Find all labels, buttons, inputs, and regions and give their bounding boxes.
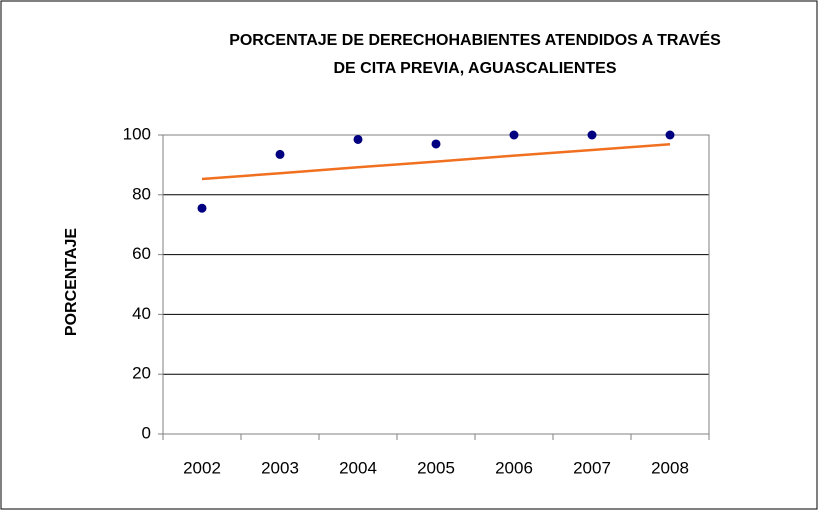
y-tick-label: 80	[132, 184, 151, 203]
y-tick-label: 100	[123, 124, 151, 143]
data-point	[275, 149, 285, 159]
y-tick-label: 0	[142, 423, 151, 442]
x-tick-label: 2005	[417, 458, 455, 477]
y-tick-label: 40	[132, 304, 151, 323]
data-point	[353, 134, 363, 144]
x-tick-label: 2002	[183, 458, 221, 477]
y-tick-label: 20	[132, 364, 151, 383]
x-tick-label: 2003	[261, 458, 299, 477]
x-tick-label: 2006	[495, 458, 533, 477]
data-point	[509, 130, 519, 140]
y-tick-label: 60	[132, 244, 151, 263]
trendline	[201, 143, 671, 181]
x-tick-label: 2007	[573, 458, 611, 477]
chart-title: DE CITA PREVIA, AGUASCALIENTES	[334, 60, 617, 77]
plot-border	[162, 134, 710, 435]
data-point	[587, 130, 597, 140]
x-tick-label: 2008	[651, 458, 689, 477]
x-tick-label: 2004	[339, 458, 377, 477]
y-axis-label: PORCENTAJE	[63, 228, 80, 336]
data-point	[665, 130, 675, 140]
chart-title: PORCENTAJE DE DERECHOHABIENTES ATENDIDOS…	[229, 30, 721, 49]
data-point	[197, 203, 207, 213]
data-point	[431, 139, 441, 149]
